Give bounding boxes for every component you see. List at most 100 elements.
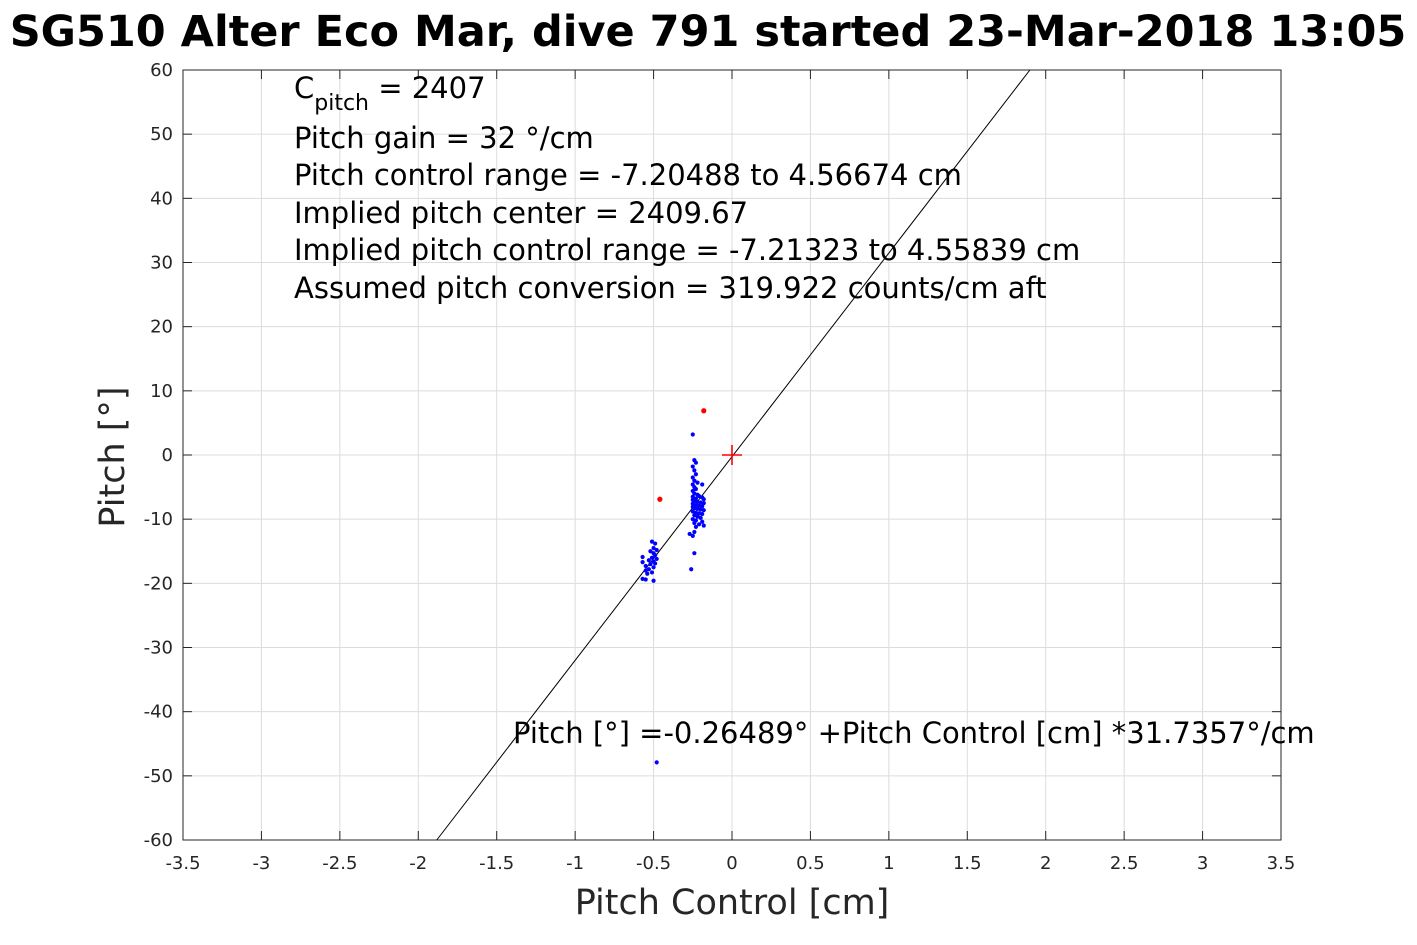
data-point — [700, 519, 705, 524]
x-tick-label: -3 — [252, 853, 270, 874]
x-tick-label: -1 — [566, 853, 584, 874]
y-tick-label: -50 — [144, 766, 173, 787]
data-point — [695, 506, 700, 511]
data-point — [649, 570, 655, 575]
y-tick-label: -40 — [144, 702, 173, 723]
tick-layer: -3.5 -3 -2.5 -2 -1.5 -1 -0.5 0 0.5 1 1.5 2 2.5 3 3.5 60… — [144, 60, 1296, 874]
outlier-point — [701, 408, 707, 414]
data-point — [643, 563, 648, 569]
data-point — [692, 468, 697, 473]
data-point — [654, 760, 659, 765]
data-point — [654, 556, 659, 562]
data-point — [640, 576, 645, 581]
x-tick-label: 1.5 — [953, 853, 982, 874]
data-point — [693, 486, 699, 492]
y-tick-label: 30 — [150, 253, 173, 274]
y-axis-label: Pitch [°] — [93, 386, 133, 527]
data-point — [693, 460, 699, 465]
y-tick-label: 10 — [150, 381, 173, 402]
data-point — [692, 520, 697, 526]
data-point — [651, 545, 656, 551]
data-point — [653, 553, 658, 558]
data-point — [689, 567, 694, 572]
annotation-pitch-control-range: Pitch control range = -7.20488 to 4.5667… — [294, 158, 962, 192]
y-tick-label: -20 — [144, 573, 173, 594]
data-point — [701, 501, 706, 506]
data-point — [695, 480, 700, 485]
data-point — [643, 577, 648, 582]
annotation-cpitch-sub: pitch — [314, 91, 369, 116]
data-point — [692, 551, 697, 556]
annotation-implied-pitch-control-range: Implied pitch control range = -7.21323 t… — [294, 233, 1080, 267]
data-point — [643, 568, 648, 573]
data-point — [649, 539, 655, 544]
x-tick-label: -1.5 — [479, 853, 514, 874]
data-point — [696, 522, 702, 527]
x-tick-label: 1 — [883, 853, 894, 874]
data-point — [651, 578, 656, 583]
data-point — [698, 515, 703, 520]
data-point — [640, 554, 645, 560]
y-tick-label: -60 — [144, 830, 173, 851]
data-point — [649, 555, 655, 560]
data-point — [653, 561, 658, 566]
y-tick-label: 40 — [150, 188, 173, 209]
data-point — [646, 567, 651, 572]
data-point — [692, 529, 697, 535]
annotation-pitch-conversion: Assumed pitch conversion = 319.922 count… — [294, 271, 1047, 305]
annotation-implied-pitch-center: Implied pitch center = 2409.67 — [294, 196, 748, 230]
data-point — [648, 561, 653, 567]
data-point — [690, 475, 695, 480]
data-point — [648, 549, 653, 554]
data-point — [701, 508, 706, 513]
x-tick-label: -0.5 — [636, 853, 671, 874]
data-point — [646, 558, 651, 563]
fit-equation-label: Pitch [°] =-0.26489° +Pitch Control [cm]… — [513, 716, 1315, 750]
data-point — [690, 464, 695, 469]
data-point — [698, 507, 703, 512]
data-point — [696, 503, 702, 508]
data-point — [645, 571, 650, 576]
data-point — [701, 523, 706, 528]
x-tick-label: -3.5 — [165, 853, 200, 874]
data-point — [653, 541, 658, 546]
annotation-cpitch-value: = 2407 — [369, 71, 486, 105]
data-point — [693, 524, 699, 529]
data-point — [690, 533, 695, 538]
center-marker-layer — [722, 445, 742, 465]
data-point — [687, 531, 692, 537]
data-point — [700, 504, 705, 509]
data-point — [701, 497, 706, 502]
outlier-point — [657, 496, 663, 502]
data-point — [640, 560, 645, 565]
data-point — [651, 565, 656, 570]
annotation-cpitch: Cpitch = 2407 — [294, 71, 486, 116]
x-tick-label: 0 — [726, 853, 737, 874]
x-tick-label: 2 — [1040, 853, 1051, 874]
data-point — [695, 499, 700, 504]
x-axis-label: Pitch Control [cm] — [575, 883, 890, 923]
y-tick-label: -10 — [144, 509, 173, 530]
y-tick-label: -30 — [144, 638, 173, 659]
data-point — [700, 511, 705, 517]
x-tick-label: 0.5 — [796, 853, 825, 874]
data-point — [693, 502, 699, 508]
data-point — [690, 432, 695, 437]
data-point — [692, 491, 697, 496]
x-tick-label: 3 — [1197, 853, 1208, 874]
annotation-pitch-gain: Pitch gain = 32 °/cm — [294, 121, 594, 155]
data-point — [654, 547, 659, 553]
y-tick-label: 20 — [150, 317, 173, 338]
data-point — [698, 500, 703, 505]
data-point — [690, 517, 695, 522]
y-tick-label: 60 — [150, 60, 173, 81]
annotation-block: Cpitch = 2407 Pitch gain = 32 °/cm Pitch… — [294, 71, 1080, 305]
data-point — [696, 493, 702, 499]
data-point — [690, 494, 695, 499]
x-tick-label: 3.5 — [1267, 853, 1296, 874]
data-point — [692, 478, 697, 483]
y-tick-label: 50 — [150, 124, 173, 145]
y-tick-label: 0 — [162, 445, 173, 466]
data-point — [692, 513, 697, 518]
